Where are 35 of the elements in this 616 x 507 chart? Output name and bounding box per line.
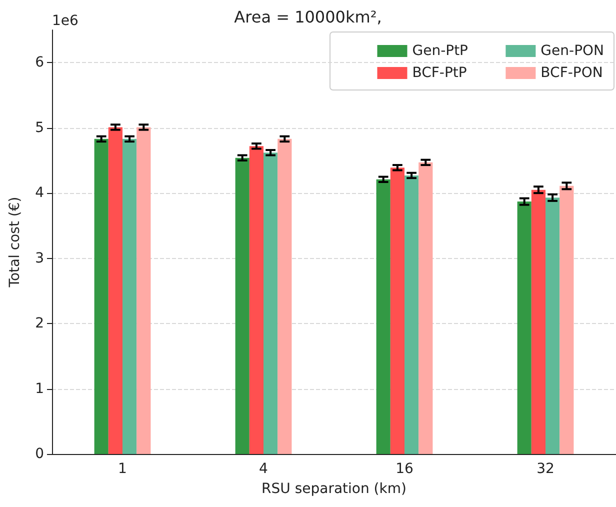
text: 1e6 (52, 13, 79, 29)
y-axis-title: Total cost (€) (7, 196, 23, 288)
bar (418, 162, 433, 454)
x-tick-label: 4 (259, 461, 268, 477)
bar (517, 202, 532, 454)
y-tick-label: 1 (35, 380, 44, 397)
bar (546, 198, 560, 454)
y-tick-label: 2 (35, 316, 44, 332)
bar (264, 152, 278, 454)
legend-label: Gen-PtP (412, 43, 468, 59)
bar (531, 190, 546, 454)
bar (404, 175, 419, 454)
bar (390, 168, 404, 454)
y-tick-label: 6 (35, 54, 44, 71)
y-tick-label: 0 (35, 446, 44, 462)
legend-label: BCF-PON (540, 65, 603, 81)
x-tick-label: 32 (536, 461, 554, 477)
bar (136, 127, 151, 454)
bar (108, 127, 122, 454)
bar (278, 138, 292, 454)
y-tick-label: 4 (35, 185, 44, 202)
bar (249, 146, 264, 454)
y-tick-label: 3 (35, 250, 44, 266)
x-tick-label: 16 (396, 461, 414, 477)
bar (122, 138, 137, 454)
x-axis-title: RSU separation (km) (262, 481, 406, 497)
y-tick-label: 5 (35, 120, 44, 136)
bar (376, 179, 390, 454)
bar (235, 158, 250, 454)
chart-title: Area = 10000km², (234, 8, 382, 26)
legend-label: BCF-PtP (412, 65, 467, 81)
legend-label: Gen-PON (540, 43, 604, 59)
x-tick-label: 1 (118, 461, 127, 477)
bar (94, 138, 108, 454)
bar (560, 186, 574, 454)
